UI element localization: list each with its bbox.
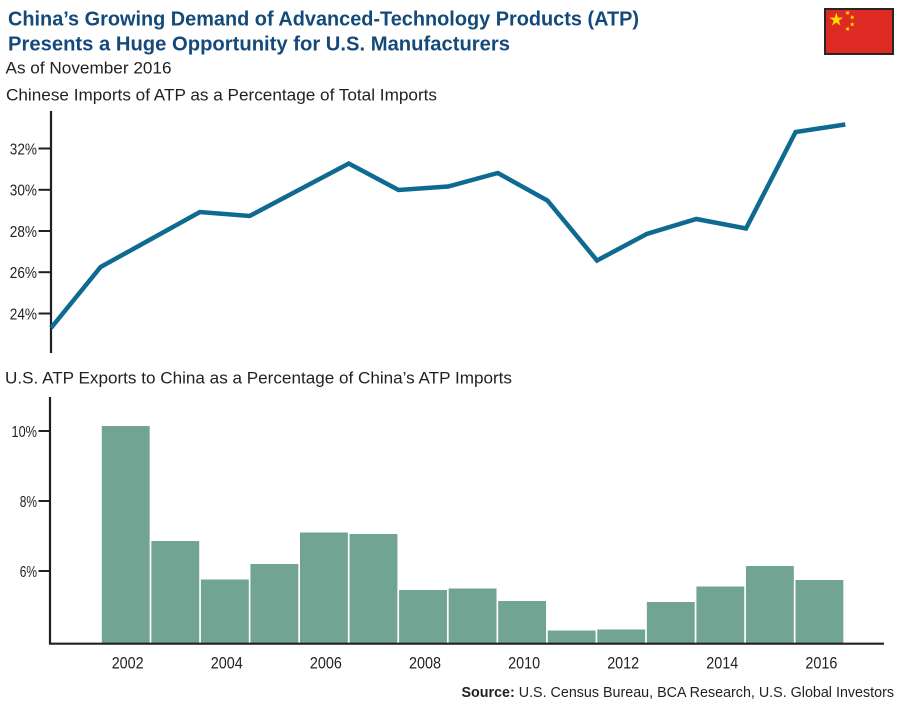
svg-text:6%: 6%: [20, 564, 37, 581]
svg-text:2008: 2008: [409, 654, 441, 673]
svg-text:8%: 8%: [20, 494, 37, 511]
svg-text:U.S. ATP Exports to China as a: U.S. ATP Exports to China as a Percentag…: [5, 369, 512, 388]
svg-text:As of November 2016: As of November 2016: [6, 59, 172, 78]
svg-text:2016: 2016: [805, 654, 837, 673]
svg-text:26%: 26%: [10, 265, 37, 282]
svg-text:30%: 30%: [10, 183, 37, 200]
svg-text:Presents a Huge Opportunity fo: Presents a Huge Opportunity for U.S. Man…: [8, 34, 510, 56]
svg-text:28%: 28%: [10, 224, 37, 241]
svg-text:2002: 2002: [112, 654, 144, 673]
svg-text:2004: 2004: [211, 654, 243, 673]
svg-text:Chinese Imports of ATP as a Pe: Chinese Imports of ATP as a Percentage o…: [6, 85, 437, 104]
svg-text:2010: 2010: [508, 654, 540, 673]
svg-text:2012: 2012: [607, 654, 639, 673]
svg-text:2006: 2006: [310, 654, 342, 673]
svg-text:24%: 24%: [10, 306, 37, 323]
svg-text:32%: 32%: [10, 141, 37, 158]
svg-text:Source: U.S. Census Bureau, BC: Source: U.S. Census Bureau, BCA Research…: [462, 685, 895, 701]
svg-text:China’s Growing Demand of Adva: China’s Growing Demand of Advanced-Techn…: [8, 9, 639, 31]
svg-text:10%: 10%: [12, 424, 38, 441]
svg-text:2014: 2014: [706, 654, 738, 673]
